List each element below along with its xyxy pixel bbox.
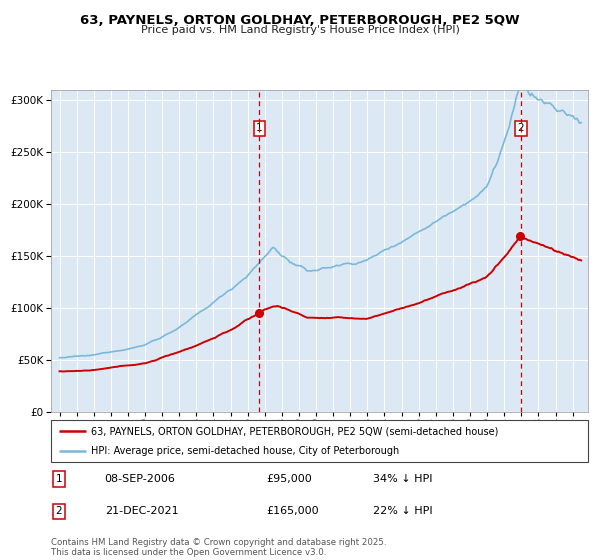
Text: 2: 2 bbox=[517, 123, 524, 133]
Text: 34% ↓ HPI: 34% ↓ HPI bbox=[373, 474, 433, 484]
Text: 63, PAYNELS, ORTON GOLDHAY, PETERBOROUGH, PE2 5QW: 63, PAYNELS, ORTON GOLDHAY, PETERBOROUGH… bbox=[80, 14, 520, 27]
Text: 63, PAYNELS, ORTON GOLDHAY, PETERBOROUGH, PE2 5QW (semi-detached house): 63, PAYNELS, ORTON GOLDHAY, PETERBOROUGH… bbox=[91, 426, 499, 436]
Text: 21-DEC-2021: 21-DEC-2021 bbox=[105, 506, 178, 516]
Text: £165,000: £165,000 bbox=[266, 506, 319, 516]
Text: Contains HM Land Registry data © Crown copyright and database right 2025.
This d: Contains HM Land Registry data © Crown c… bbox=[51, 538, 386, 557]
Text: 1: 1 bbox=[256, 123, 263, 133]
Text: 22% ↓ HPI: 22% ↓ HPI bbox=[373, 506, 433, 516]
Text: Price paid vs. HM Land Registry's House Price Index (HPI): Price paid vs. HM Land Registry's House … bbox=[140, 25, 460, 35]
Text: 08-SEP-2006: 08-SEP-2006 bbox=[105, 474, 176, 484]
Text: £95,000: £95,000 bbox=[266, 474, 311, 484]
Text: 2: 2 bbox=[56, 506, 62, 516]
Text: HPI: Average price, semi-detached house, City of Peterborough: HPI: Average price, semi-detached house,… bbox=[91, 446, 400, 456]
Text: 1: 1 bbox=[56, 474, 62, 484]
FancyBboxPatch shape bbox=[51, 420, 588, 462]
